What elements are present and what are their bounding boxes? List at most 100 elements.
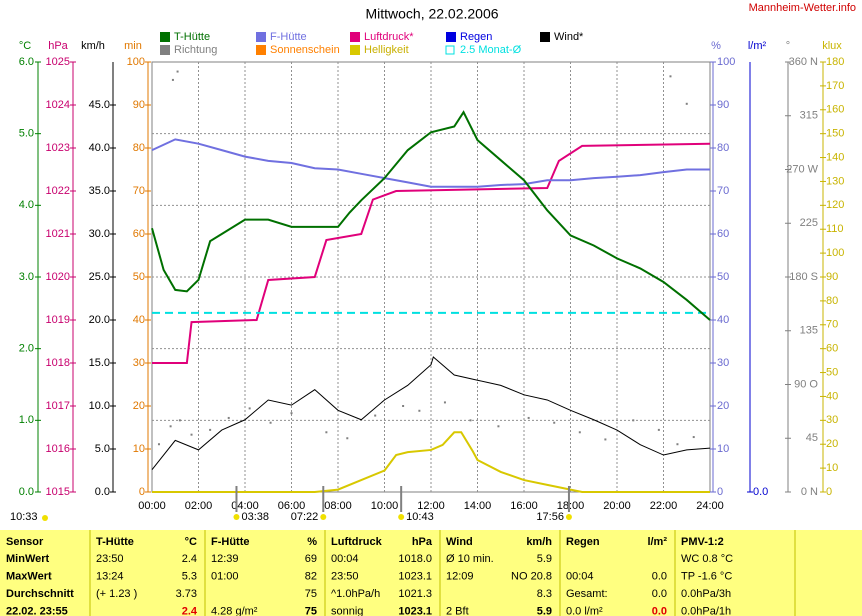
- x-tick-label: 00:00: [138, 500, 166, 512]
- y-tick-label: 60: [133, 228, 145, 240]
- marker-label: 10:43: [406, 511, 434, 523]
- legend-label: T-Hütte: [174, 31, 210, 43]
- legend-swatch: [350, 45, 360, 55]
- table-cell: Regen: [566, 536, 600, 548]
- direction-dot: [443, 401, 446, 404]
- y-tick-label: 20: [826, 438, 838, 450]
- direction-dot: [290, 412, 293, 415]
- direction-dot: [685, 102, 688, 105]
- table-cell: 12:39: [211, 553, 239, 565]
- y-tick-label: 5.0: [19, 128, 34, 140]
- x-tick-label: 22:00: [650, 500, 678, 512]
- y-tick-label: 170: [826, 80, 844, 92]
- marker-icon: [398, 514, 405, 520]
- table-cell: 75: [305, 588, 317, 600]
- table-cell: 1023.1: [398, 570, 432, 582]
- axis-label: °C: [19, 40, 31, 52]
- y-tick-label: 10.0: [89, 400, 110, 412]
- table-cell: 0.0: [652, 588, 667, 600]
- table-cell: l/m²: [647, 536, 667, 548]
- direction-dot: [178, 419, 181, 422]
- table-cell: 5.9: [537, 605, 552, 616]
- x-tick-label: 04:00: [231, 500, 259, 512]
- legend-label: Richtung: [174, 44, 217, 56]
- y-tick-label: 135: [800, 325, 818, 337]
- x-tick-label: 02:00: [185, 500, 213, 512]
- table-cell: 5.3: [182, 570, 197, 582]
- legend-label: Helligkeit: [364, 44, 409, 56]
- direction-dot: [209, 428, 212, 431]
- direction-dot: [676, 443, 679, 446]
- direction-dot: [176, 70, 179, 73]
- table-cell: 0.0: [652, 605, 667, 616]
- marker-label: 03:38: [241, 511, 269, 523]
- y-tick-label: 30: [717, 357, 729, 369]
- table-cell: TP -1.6 °C: [681, 570, 732, 582]
- x-tick-label: 14:00: [464, 500, 492, 512]
- y-tick-label: 25.0: [89, 271, 110, 283]
- y-tick-label: 90: [826, 271, 838, 283]
- direction-dot: [325, 431, 328, 434]
- marker-icon: [320, 514, 327, 520]
- table-cell: NO 20.8: [511, 570, 552, 582]
- y-tick-label: 1022: [46, 185, 70, 197]
- marker-label: 07:22: [291, 511, 319, 523]
- y-tick-label: 90 O: [794, 378, 818, 390]
- axis-label: l/m²: [748, 40, 767, 52]
- x-tick-label: 16:00: [510, 500, 538, 512]
- y-tick-label: 80: [826, 295, 838, 307]
- y-tick-label: 140: [826, 151, 844, 163]
- direction-dot: [227, 416, 230, 419]
- table-cell: Gesamt:: [566, 588, 608, 600]
- y-tick-label: 40: [717, 314, 729, 326]
- marker-icon: [565, 514, 572, 520]
- y-tick-label: 20: [133, 400, 145, 412]
- legend-swatch: [445, 45, 455, 55]
- legend-swatch: [350, 32, 360, 42]
- direction-dot: [527, 416, 530, 419]
- marker-icon: [233, 514, 240, 520]
- legend-swatch: [446, 32, 456, 42]
- y-tick-label: 15.0: [89, 357, 110, 369]
- x-tick-label: 08:00: [324, 500, 352, 512]
- y-tick-label: 110: [826, 223, 844, 235]
- y-tick-label: 180: [826, 56, 844, 68]
- y-tick-label: 315: [800, 110, 818, 122]
- y-tick-label: 35.0: [89, 185, 110, 197]
- legend-label: F-Hütte: [270, 31, 307, 43]
- y-tick-label: 0: [139, 486, 145, 498]
- y-tick-label: 0: [826, 486, 832, 498]
- table-cell: 0.0: [652, 570, 667, 582]
- direction-dot: [346, 437, 349, 440]
- y-tick-label: 60: [826, 343, 838, 355]
- series-line: [152, 431, 710, 493]
- series-line: [151, 138, 710, 188]
- y-tick-label: 30.0: [89, 228, 110, 240]
- axis-label: klux: [822, 40, 842, 52]
- y-tick-label: 10: [826, 462, 838, 474]
- table-cell: sonnig: [331, 605, 363, 616]
- y-tick-label: 70: [717, 185, 729, 197]
- table-cell: 0.0hPa/1h: [681, 605, 731, 616]
- y-tick-label: 2.0: [19, 343, 34, 355]
- table-cell: 13:24: [96, 570, 124, 582]
- table-cell: ^1.0hPa/h: [331, 588, 380, 600]
- direction-dot: [190, 433, 193, 436]
- y-tick-label: 1.0: [19, 414, 34, 426]
- series-line: [151, 110, 711, 321]
- table-cell: 75: [305, 605, 317, 616]
- direction-dot: [169, 425, 172, 428]
- y-tick-label: 1021: [46, 228, 70, 240]
- y-tick-label: 6.0: [19, 56, 34, 68]
- direction-dot: [578, 431, 581, 434]
- table-cell: 2.4: [182, 605, 198, 616]
- table-cell: Sensor: [6, 536, 44, 548]
- legend-label: 2.5 Monat-Ø: [460, 44, 522, 56]
- direction-dot: [171, 78, 174, 81]
- y-tick-label: 1024: [46, 99, 70, 111]
- table-cell: (+ 1.23 ): [96, 588, 137, 600]
- y-tick-label: 0.0: [19, 486, 34, 498]
- x-tick-label: 24:00: [696, 500, 724, 512]
- y-tick-label: 1018: [46, 357, 70, 369]
